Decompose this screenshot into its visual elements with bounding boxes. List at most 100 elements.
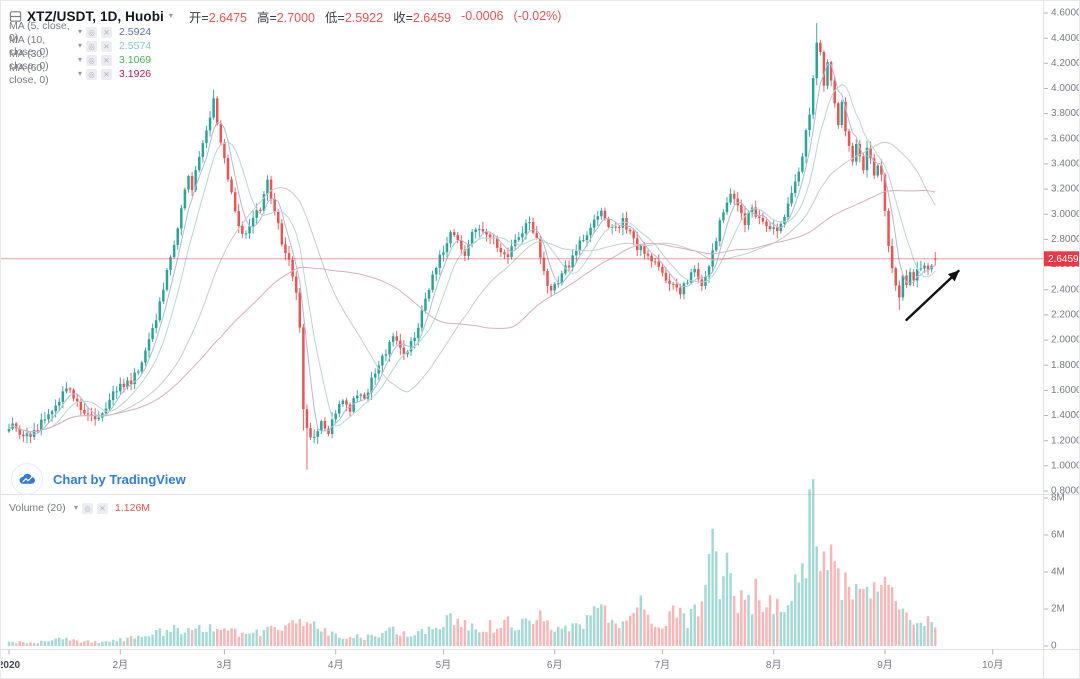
volume-bar	[18, 641, 22, 646]
volume-bar	[517, 629, 521, 646]
volume-bar	[456, 618, 459, 646]
candle-body	[661, 266, 664, 273]
candle-body	[786, 203, 790, 218]
tradingview-logo-icon[interactable]	[11, 463, 43, 495]
candle-body	[883, 174, 887, 211]
volume-bar	[215, 628, 219, 646]
volume-indicator-value: 1.126M	[115, 502, 151, 514]
indicator-label[interactable]: MA (5, close, 0)	[9, 20, 70, 44]
price-tick-label: 2.4000	[1051, 284, 1080, 295]
chevron-down-icon[interactable]: ▾	[168, 11, 173, 20]
candle-body	[93, 415, 97, 420]
time-axis[interactable]: 2020 2月 3月 4月 5月 6月 7月 8月 9月 10月	[1, 649, 1003, 672]
candle-body	[233, 192, 237, 212]
symbol-title-row[interactable]: XTZ/USDT, 1D, Huobi ▾ 开=2.6475 高=2.7000 …	[9, 7, 571, 25]
candle-body	[822, 52, 826, 86]
volume-bar	[510, 627, 513, 646]
volume-bar	[503, 619, 506, 646]
volume-bar	[470, 623, 474, 646]
indicator-settings-button[interactable]: ◎	[86, 54, 98, 66]
volume-bar	[348, 636, 352, 646]
candle-body	[618, 226, 621, 228]
volume-bar	[801, 563, 804, 646]
indicator-settings-button[interactable]: ◎	[86, 26, 98, 38]
volume-bar	[657, 627, 661, 646]
candle-body	[768, 226, 772, 229]
volume-bar	[352, 637, 355, 646]
indicator-remove-button[interactable]: ✕	[101, 54, 113, 66]
volume-bar	[905, 612, 908, 646]
ma-indicator-row: MA (5, close, 0) ▾ ◎ ✕ 2.5924	[9, 20, 571, 44]
indicator-remove-button[interactable]: ✕	[101, 26, 113, 38]
ohlc-close-value: 2.6459	[412, 10, 452, 25]
candle-body	[880, 165, 883, 175]
volume-bar	[402, 631, 406, 646]
volume-bar	[661, 628, 664, 646]
chevron-down-icon[interactable]: ▾	[74, 503, 79, 512]
candle-body	[916, 269, 919, 281]
arrow-annotation[interactable]	[905, 269, 960, 322]
volume-bar	[187, 627, 190, 646]
tradingview-attribution[interactable]: Chart by TradingView	[11, 463, 186, 495]
candle-body	[122, 383, 126, 387]
volume-bar	[668, 611, 671, 646]
attribution-link[interactable]: Chart by TradingView	[53, 471, 186, 487]
candle-body	[40, 419, 43, 431]
volume-bar	[858, 588, 862, 646]
candle-body	[47, 414, 50, 420]
volume-bar	[840, 599, 844, 646]
time-tick-label: 5月	[436, 659, 452, 671]
volume-bar	[761, 611, 765, 646]
volume-bar	[621, 621, 625, 646]
symbol-title[interactable]: XTZ/USDT, 1D, Huobi	[27, 8, 164, 24]
candle-body	[761, 217, 765, 222]
candle-body	[323, 421, 327, 429]
volume-tick-label: 8M	[1051, 493, 1065, 504]
price-tick-label: 3.4000	[1051, 159, 1080, 170]
volume-bar	[388, 627, 391, 646]
volume-bar	[732, 595, 736, 646]
time-tick-label: 8月	[766, 659, 782, 671]
chevron-down-icon[interactable]: ▾	[78, 69, 83, 78]
time-tick-label: 3月	[217, 659, 233, 671]
chevron-down-icon[interactable]: ▾	[78, 41, 83, 50]
volume-bar	[481, 631, 485, 646]
volume-bar	[86, 640, 90, 646]
candle-body	[600, 210, 603, 217]
volume-bar	[671, 605, 675, 646]
volume-bar	[725, 552, 729, 646]
indicator-remove-button[interactable]: ✕	[97, 502, 109, 514]
volume-bar	[449, 613, 452, 646]
ohlc-high-label: 高=	[256, 10, 277, 25]
candle-body	[75, 398, 79, 402]
indicator-label[interactable]: MA (60, close, 0)	[9, 62, 49, 86]
indicator-settings-button[interactable]: ◎	[86, 40, 98, 52]
volume-bar	[711, 528, 714, 646]
volume-bar	[119, 638, 122, 646]
volume-bar	[144, 636, 147, 646]
indicator-remove-button[interactable]: ✕	[101, 40, 113, 52]
candle-body	[797, 171, 801, 182]
indicator-remove-button[interactable]: ✕	[101, 68, 113, 80]
volume-bar	[772, 614, 775, 646]
volume-indicator-label[interactable]: Volume (20)	[9, 502, 66, 514]
volume-bar	[926, 616, 930, 646]
volume-bar	[546, 620, 549, 646]
volume-bar	[259, 636, 262, 646]
indicator-settings-button[interactable]: ◎	[86, 68, 98, 80]
chevron-down-icon[interactable]: ▾	[78, 27, 83, 36]
volume-axis[interactable]: 8M 6M 4M 2M 0	[1044, 493, 1065, 652]
indicator-settings-button[interactable]: ◎	[82, 502, 94, 514]
volume-bar	[72, 639, 75, 646]
chevron-down-icon[interactable]: ▾	[78, 55, 83, 64]
candle-body	[923, 265, 926, 269]
volume-bar	[190, 630, 194, 646]
candle-body	[765, 221, 768, 227]
candle-body	[646, 253, 650, 256]
indicator-label[interactable]: MA (30, close, 0)	[9, 48, 49, 72]
volume-bar	[485, 632, 488, 646]
volume-tick-label: 6M	[1051, 530, 1065, 541]
indicator-label[interactable]: MA (10, close, 0)	[9, 34, 49, 58]
volume-bar	[108, 641, 111, 646]
